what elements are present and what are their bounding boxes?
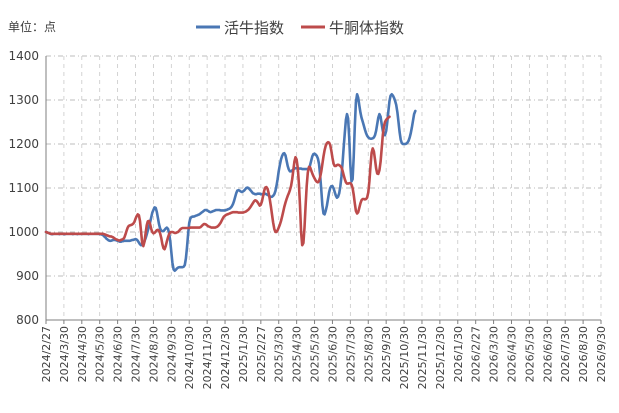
y-tick-label: 1300 — [8, 93, 39, 107]
y-tick-labels: 800 900 1000 1100 1200 1300 1400 — [8, 49, 39, 327]
x-tick-label: 2026/2/27 — [470, 326, 483, 382]
axes — [45, 56, 602, 324]
x-tick-label: 2025/1/30 — [237, 326, 250, 382]
x-tick-label: 2026/5/30 — [523, 326, 536, 382]
legend-label-2: 牛胴体指数 — [329, 19, 404, 37]
x-tick-label: 2025/5/30 — [309, 326, 322, 382]
x-tick-label: 2025/11/30 — [416, 326, 429, 389]
x-tick-label: 2026/4/30 — [505, 326, 518, 382]
legend-label-1: 活牛指数 — [224, 19, 284, 37]
x-tick-label: 2026/1/30 — [452, 326, 465, 382]
y-tick-label: 900 — [16, 269, 39, 283]
x-tick-label: 2024/4/30 — [76, 326, 89, 382]
series-line-2 — [44, 115, 391, 251]
x-tick-label: 2024/5/30 — [94, 326, 107, 382]
x-tick-label: 2024/11/30 — [201, 326, 214, 389]
x-tick-label: 2026/8/30 — [577, 326, 590, 382]
x-tick-label: 2024/2/27 — [40, 326, 53, 382]
x-tick-label: 2024/8/30 — [147, 326, 160, 382]
y-tick-label: 1100 — [8, 181, 39, 195]
x-tick-label: 2025/7/30 — [344, 326, 357, 382]
x-tick-label: 2025/12/30 — [434, 326, 447, 389]
series-line-1 — [44, 93, 417, 273]
grid-lines — [46, 55, 602, 320]
unit-label: 单位：点 — [8, 19, 56, 34]
y-tick-label: 800 — [16, 313, 39, 327]
x-tick-label: 2026/9/30 — [595, 326, 608, 382]
x-tick-label: 2026/6/30 — [541, 326, 554, 382]
x-tick-label: 2025/4/30 — [291, 326, 304, 382]
x-tick-label: 2024/7/30 — [130, 326, 143, 382]
x-tick-label: 2026/7/30 — [559, 326, 572, 382]
x-tick-label: 2024/9/30 — [165, 326, 178, 382]
x-tick-label: 2025/8/30 — [362, 326, 375, 382]
x-tick-label: 2025/6/30 — [326, 326, 339, 382]
y-tick-label: 1000 — [8, 225, 39, 239]
x-tick-label: 2025/10/30 — [398, 326, 411, 389]
y-tick-label: 1400 — [8, 49, 39, 63]
x-tick-label: 2026/3/30 — [488, 326, 501, 382]
x-tick-label: 2025/3/30 — [273, 326, 286, 382]
series-lines — [44, 93, 417, 273]
x-tick-label: 2024/3/30 — [58, 326, 71, 382]
x-tick-label: 2024/12/30 — [219, 326, 232, 389]
x-tick-label: 2024/6/30 — [112, 326, 125, 382]
x-tick-label: 2025/2/27 — [255, 326, 268, 382]
y-tick-label: 1200 — [8, 137, 39, 151]
x-tick-labels: 2024/2/27 2024/3/30 2024/4/30 2024/5/30 2024… — [40, 326, 608, 389]
x-tick-label: 2025/9/30 — [380, 326, 393, 382]
x-tick-label: 2024/10/30 — [183, 326, 196, 389]
legend: 活牛指数 牛胴体指数 — [196, 19, 404, 37]
